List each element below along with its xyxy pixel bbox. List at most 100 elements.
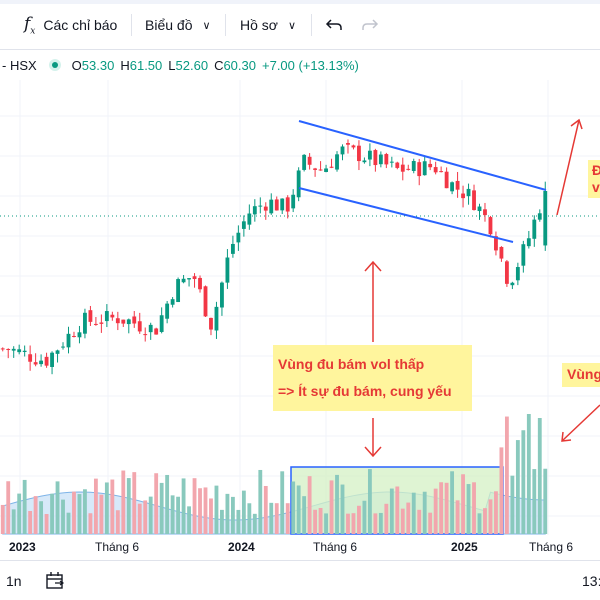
candle-body: [154, 328, 159, 335]
volume-bar: [291, 481, 296, 534]
candle-body: [357, 145, 361, 162]
candle-body: [450, 182, 455, 192]
high-value: 61.50: [129, 57, 163, 73]
indicators-button[interactable]: fx Các chỉ báo: [24, 12, 117, 38]
candle-body: [192, 276, 197, 280]
volume-bar: [132, 472, 137, 534]
volume-bar: [313, 509, 318, 534]
volume-bar: [324, 513, 328, 534]
candle-body: [274, 199, 279, 211]
volume-bar: [115, 510, 120, 534]
function-icon: fx: [24, 13, 36, 37]
breakout-note-fragment: Đ v: [588, 160, 600, 198]
volume-bar: [220, 509, 224, 534]
volume-bar: [99, 494, 104, 534]
volume-zone-note-line2: => Ít sự đu bám, cung yếu: [278, 383, 452, 399]
breakout-arrow: [556, 118, 583, 216]
candle-body: [66, 333, 71, 348]
volume-bar: [104, 482, 109, 534]
candle-body: [461, 193, 465, 199]
volume-bar: [83, 489, 87, 534]
price-chart[interactable]: [0, 80, 600, 535]
volume-bar: [22, 479, 27, 534]
toolbar-divider: [0, 49, 600, 50]
candle-body: [126, 319, 131, 325]
candle-body: [324, 168, 328, 172]
candle-body: [230, 243, 235, 254]
volume-bar: [280, 471, 285, 534]
volume-bar: [483, 508, 487, 534]
candle-body: [121, 319, 126, 324]
volume-zone-note: Vùng đu bám vol thấp => Ít sự đu bám, cu…: [273, 345, 472, 411]
volume-bar: [384, 503, 389, 534]
period-button[interactable]: 1n: [6, 573, 22, 589]
volume-bar: [159, 482, 164, 534]
volume-bar: [137, 503, 142, 534]
volume-bar: [93, 478, 98, 534]
candle-body: [220, 282, 224, 308]
candle-body: [504, 261, 509, 284]
volume-bar: [367, 469, 372, 534]
volume-bar: [411, 492, 416, 534]
toolbar-separator: [225, 14, 226, 36]
volume-bar: [537, 418, 542, 534]
volume-bar: [406, 502, 411, 534]
volume-bar: [230, 496, 235, 534]
candle-body: [72, 335, 76, 337]
volume-bar: [362, 500, 367, 534]
volume-bar: [285, 503, 290, 534]
volume-bar: [209, 498, 213, 534]
channel-lower-line: [298, 187, 514, 243]
candle-body: [225, 257, 230, 283]
volume-bar: [143, 500, 148, 534]
toolbar-separator: [311, 14, 312, 36]
volume-bar: [252, 513, 257, 534]
candle-body: [187, 278, 191, 280]
bottom-bar: 1n 13:5: [0, 560, 600, 600]
calendar-range-icon[interactable]: [44, 570, 66, 592]
candle-body: [302, 154, 307, 170]
candle-body: [110, 314, 115, 318]
undo-button[interactable]: [325, 12, 343, 38]
close-key: C: [214, 57, 224, 73]
candle-body: [241, 221, 246, 229]
candle-body: [88, 310, 93, 322]
candle-body: [44, 356, 49, 366]
redo-button[interactable]: [361, 12, 379, 38]
candle-body: [389, 161, 394, 163]
profile-button[interactable]: Hồ sơ ∨: [240, 12, 296, 38]
toolbar-separator: [131, 14, 132, 36]
candle-body: [367, 150, 372, 160]
candle-body: [203, 286, 208, 317]
candle-body: [236, 232, 241, 243]
candle-body: [422, 161, 427, 176]
volume-bar: [154, 473, 159, 534]
volume-bar: [50, 493, 54, 534]
volume-bar: [126, 478, 131, 534]
volume-bar: [214, 485, 219, 534]
volume-bar: [66, 512, 71, 534]
volume-bar: [329, 480, 334, 534]
candle-body: [77, 332, 82, 338]
volume-bar: [11, 509, 16, 534]
time-axis-label: 2025: [451, 540, 478, 554]
candle-body: [132, 316, 137, 324]
candle-body: [395, 162, 400, 168]
change-value: +7.00 (+13.13%): [262, 57, 359, 73]
volume-bar: [400, 508, 405, 534]
candle-body: [61, 346, 65, 348]
candle-body: [258, 205, 263, 207]
candle-body: [362, 160, 367, 163]
candle-body: [50, 352, 54, 367]
volume-bar: [439, 482, 444, 534]
volume-bar: [176, 496, 181, 534]
candle-body: [93, 323, 98, 325]
chevron-down-icon: ∨: [202, 19, 211, 32]
symbol-exchange[interactable]: - HSX: [2, 57, 37, 73]
chart-type-button[interactable]: Biểu đồ ∨: [145, 12, 211, 38]
volume-bar: [450, 471, 455, 534]
candle-body: [148, 324, 153, 333]
volume-bar: [499, 447, 504, 534]
candle-body: [466, 188, 471, 197]
volume-bar: [33, 496, 38, 534]
